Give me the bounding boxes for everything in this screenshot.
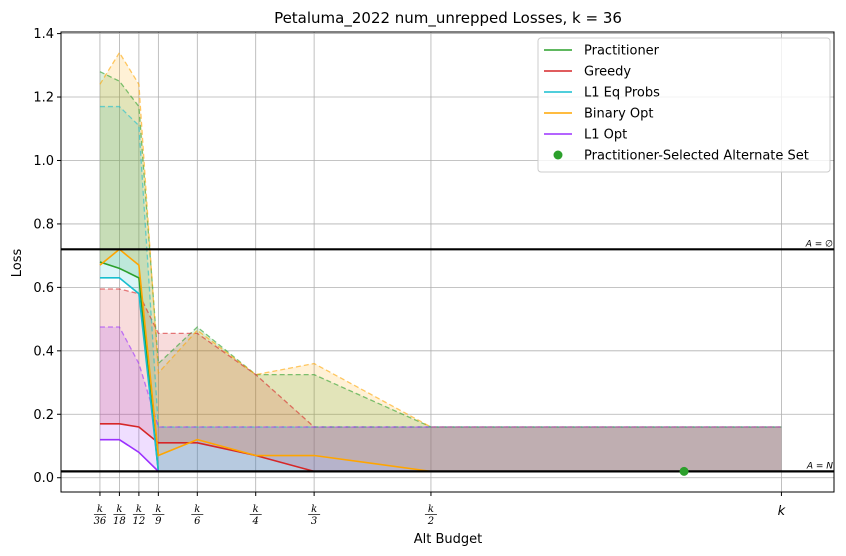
legend-swatch-point [553,150,563,160]
chart-title-text: Petaluma_2022 num_unrepped Losses, k = 3… [274,9,622,28]
legend-label-l1-opt: L1 Opt [584,128,627,143]
greedy-upper-line [99,288,782,428]
practitioner-selected-point [679,466,689,476]
practitioner-band [99,71,782,472]
upper-bound-lines [99,51,782,428]
l1-opt-line [99,438,159,472]
y-axis-label: Loss [10,249,25,278]
l1-opt-upper-line [99,326,782,428]
y-tick-label: 1.4 [33,27,54,42]
x-tick-denominator: 3 [311,516,317,527]
grid [61,32,834,492]
x-tick-denominator: 18 [113,516,126,527]
x-tick-numerator: k [97,504,103,515]
l1-eq-probs-band [99,106,782,472]
y-tick-label: 0.0 [33,471,54,486]
y-tick-label: 0.2 [33,408,54,423]
x-tick-numerator: k [155,504,161,515]
l1-opt-band [99,327,782,472]
legend-label-practitioner: Practitioner [584,44,660,59]
x-tick-denominator: 9 [155,516,162,527]
x-tick-numerator: k [428,504,434,515]
x-tick-numerator: k [311,504,317,515]
y-axis-ticks: 0.0 0.2 0.4 0.6 0.8 1.0 1.2 1.4 [33,27,61,486]
reference-lines: A = ∅ A = N [61,239,834,473]
binary-opt-band [99,52,782,472]
l1-eq-probs-upper-line [99,105,782,428]
x-tick-denominator: 6 [194,516,201,527]
plot-frame [60,31,835,493]
l1-eq-probs-line [99,277,160,472]
y-tick-label: 0.8 [33,217,54,232]
practitioner-upper-line [99,71,782,428]
x-tick-denominator: 2 [427,516,434,527]
y-tick-label: 1.0 [33,154,54,169]
x-tick-numerator: k [253,504,259,515]
x-tick-denominator: 36 [94,516,107,527]
chart-title: Petaluma_2022 num_unrepped Losses, k = 3… [274,9,622,28]
x-tick-denominator: 4 [252,516,259,527]
reference-line-label: A = ∅ [805,239,833,249]
x-axis-label: Alt Budget [414,532,483,547]
legend: Practitioner Greedy L1 Eq Probs Binary Opt L… [537,37,831,173]
x-tick-label: k [778,504,786,519]
legend-label-binary-opt: Binary Opt [584,107,654,122]
y-tick-label: 0.4 [33,344,54,359]
binary-opt-upper-line [99,51,782,428]
legend-box [537,37,831,173]
greedy-band [99,288,782,472]
x-tick-denominator: 12 [133,516,146,527]
y-tick-label: 1.2 [33,91,54,106]
x-tick-numerator: k [194,504,200,515]
y-tick-label: 0.6 [33,281,54,296]
reference-line-label: A = N [806,461,833,471]
legend-label-greedy: Greedy [584,65,631,80]
scatter-points [679,466,689,476]
legend-label-practitioner-selected-alternate-set: Practitioner-Selected Alternate Set [584,149,809,164]
x-tick-numerator: k [136,504,142,515]
practitioner-line [99,261,160,472]
legend-label-l1-eq-probs: L1 Eq Probs [584,86,660,101]
binary-opt-line [99,248,782,473]
x-tick-numerator: k [116,504,122,515]
uncertainty-bands [99,52,782,472]
